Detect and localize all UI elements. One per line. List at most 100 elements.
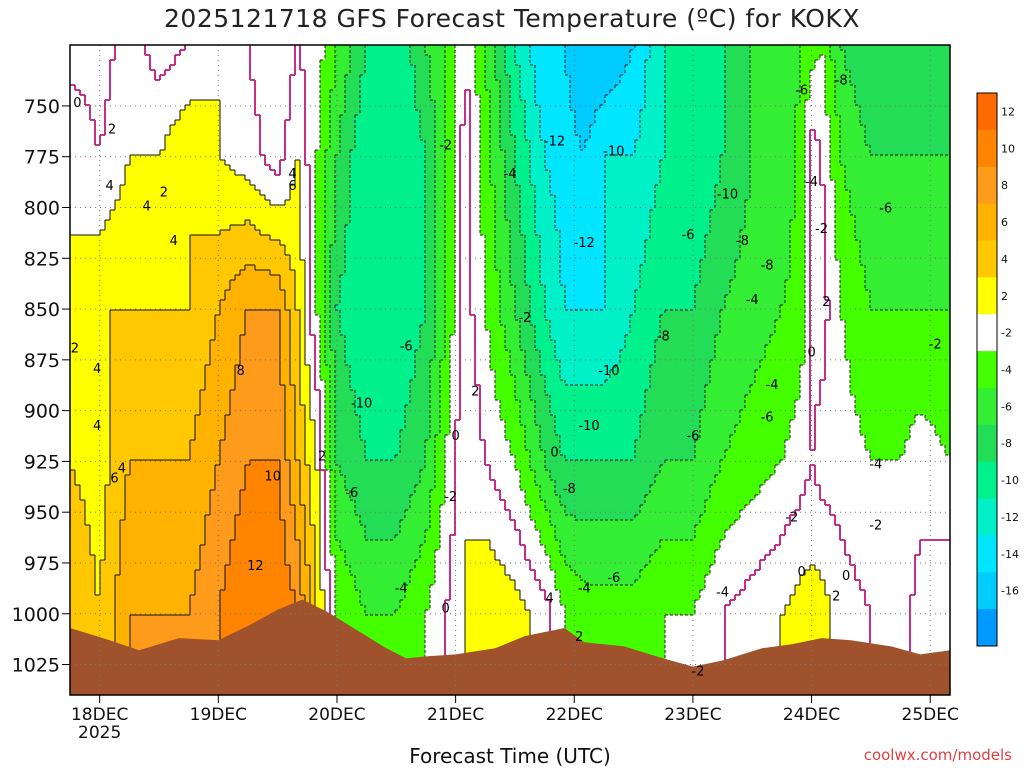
field-cell — [215, 90, 221, 96]
field-cell — [875, 85, 881, 91]
field-cell — [920, 70, 926, 76]
field-cell — [445, 50, 451, 56]
field-cell — [455, 90, 461, 96]
field-cell — [330, 60, 336, 66]
field-cell — [195, 175, 201, 181]
field-cell — [625, 70, 631, 76]
field-cell — [145, 75, 151, 81]
field-cell — [115, 100, 121, 106]
field-cell — [400, 60, 406, 66]
field-cell — [585, 70, 591, 76]
field-cell — [170, 150, 176, 156]
field-cell — [125, 145, 131, 151]
field-cell — [500, 170, 506, 176]
field-cell — [850, 175, 856, 181]
field-cell — [930, 100, 936, 106]
field-cell — [540, 75, 546, 81]
field-cell — [255, 180, 261, 186]
field-cell — [920, 180, 926, 186]
field-cell — [155, 80, 161, 86]
field-cell — [200, 155, 206, 161]
field-cell — [930, 70, 936, 76]
field-cell — [320, 130, 326, 136]
field-cell — [670, 115, 676, 121]
field-cell — [145, 175, 151, 181]
field-cell — [550, 145, 556, 151]
field-cell — [745, 130, 751, 136]
field-cell — [340, 175, 346, 181]
field-cell — [525, 80, 531, 86]
field-cell — [575, 50, 581, 56]
field-cell — [625, 180, 631, 186]
field-cell — [425, 130, 431, 136]
field-cell — [595, 100, 601, 106]
field-cell — [85, 185, 91, 191]
field-cell — [520, 145, 526, 151]
field-cell — [170, 120, 176, 126]
field-cell — [285, 80, 291, 86]
field-cell — [640, 175, 646, 181]
field-cell — [245, 120, 251, 126]
field-cell — [455, 60, 461, 66]
field-cell — [570, 100, 576, 106]
field-cell — [640, 165, 646, 171]
field-cell — [255, 135, 261, 141]
field-cell — [720, 60, 726, 66]
field-cell — [750, 120, 756, 126]
field-cell — [90, 170, 96, 176]
field-cell — [410, 95, 416, 101]
field-cell — [395, 140, 401, 146]
field-cell — [575, 145, 581, 151]
field-cell — [420, 90, 426, 96]
field-cell — [655, 60, 661, 66]
field-cell — [615, 165, 621, 171]
field-cell — [675, 60, 681, 66]
field-cell — [740, 45, 746, 51]
field-cell — [785, 85, 791, 91]
field-cell — [675, 125, 681, 131]
field-cell — [720, 100, 726, 106]
field-cell — [325, 155, 331, 161]
field-cell — [300, 120, 306, 126]
field-cell — [335, 60, 341, 66]
field-cell — [905, 140, 911, 146]
field-cell — [485, 65, 491, 71]
field-cell — [895, 55, 901, 61]
field-cell — [740, 130, 746, 136]
field-cell — [205, 185, 211, 191]
field-cell — [735, 155, 741, 161]
field-cell — [490, 145, 496, 151]
field-cell — [505, 55, 511, 61]
field-cell — [280, 95, 286, 101]
field-cell — [520, 135, 526, 141]
field-cell — [315, 130, 321, 136]
field-cell — [725, 55, 731, 61]
field-cell — [370, 185, 376, 191]
field-cell — [440, 110, 446, 116]
field-cell — [585, 120, 591, 126]
field-cell — [615, 155, 621, 161]
field-cell — [750, 160, 756, 166]
field-cell — [485, 70, 491, 76]
field-cell — [685, 115, 691, 121]
field-cell — [660, 110, 666, 116]
field-cell — [765, 55, 771, 61]
field-cell — [400, 45, 406, 51]
field-cell — [765, 85, 771, 91]
field-cell — [680, 100, 686, 106]
field-cell — [810, 105, 816, 111]
field-cell — [755, 180, 761, 186]
field-cell — [430, 55, 436, 61]
field-cell — [615, 150, 621, 156]
field-cell — [80, 70, 86, 76]
field-cell — [250, 120, 256, 126]
field-cell — [445, 155, 451, 161]
field-cell — [310, 145, 316, 151]
field-cell — [295, 80, 301, 86]
field-cell — [285, 155, 291, 161]
field-cell — [580, 155, 586, 161]
field-cell — [720, 155, 726, 161]
field-cell — [120, 50, 126, 56]
field-cell — [905, 150, 911, 156]
field-cell — [450, 130, 456, 136]
